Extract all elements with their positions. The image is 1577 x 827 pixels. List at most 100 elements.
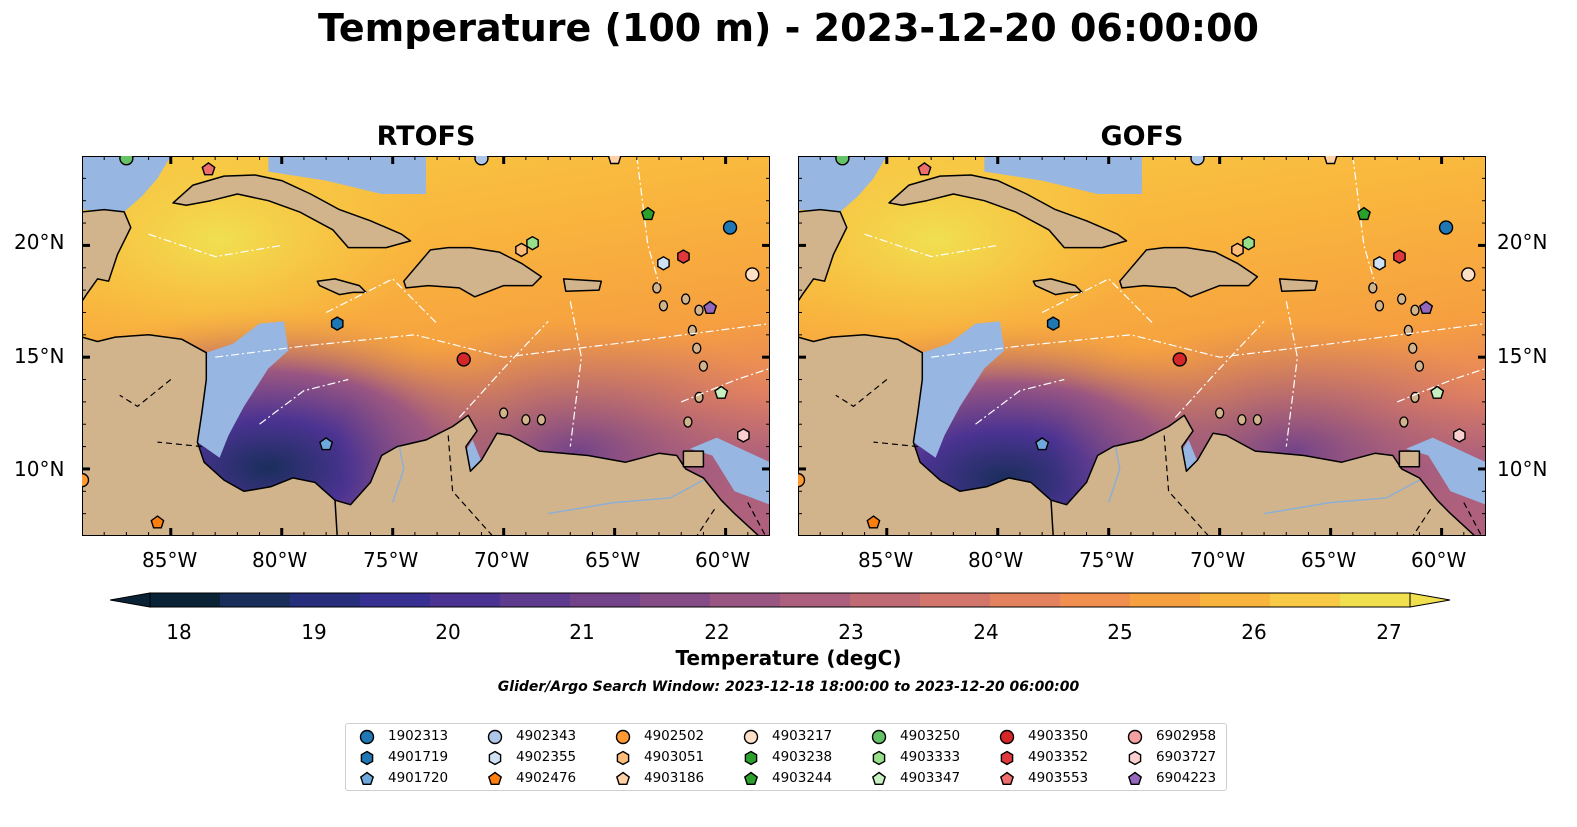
eez-boundary-line [325, 278, 438, 325]
legend-marker-icon [488, 750, 502, 766]
float-4902343-marker [1190, 156, 1205, 166]
float-4902502-marker [798, 472, 806, 488]
float-4901719-marker [360, 750, 374, 766]
jamaica-land [316, 278, 367, 296]
float-4902476-marker [150, 515, 165, 529]
colorbar-segment [710, 593, 781, 607]
colorbar-segment [990, 593, 1061, 607]
island-land [658, 300, 669, 312]
float-4903347-marker [1430, 385, 1445, 399]
float-4903352-marker [677, 249, 690, 264]
island-land [694, 304, 704, 316]
country-border [1412, 508, 1432, 536]
hispaniola-land [1119, 246, 1259, 298]
colorbar-tick-label: 18 [166, 620, 192, 644]
island-land [1368, 282, 1378, 294]
country-border [747, 502, 767, 536]
float-6904223-marker [703, 300, 718, 315]
island-land [692, 342, 702, 354]
float-4903051-marker [616, 750, 630, 766]
lat-tick-label: 20°N [1497, 230, 1548, 254]
colorbar-segment [1060, 593, 1131, 607]
float-4903350-marker [456, 352, 471, 367]
island-land [652, 282, 662, 294]
map-frame [798, 156, 1486, 536]
float-4903553-marker [201, 162, 216, 176]
south-america-land [1050, 414, 1486, 536]
float-6904223-marker [1419, 300, 1434, 315]
eez-boundary-line [1174, 320, 1265, 418]
colorbar-segment [1270, 593, 1341, 607]
legend-marker-icon [615, 771, 631, 786]
temperature-colorbar [110, 592, 1451, 608]
shallow-shelf [984, 156, 1142, 194]
float-4903350-marker [999, 729, 1015, 745]
float-4903186-marker [607, 156, 622, 165]
island-land [1237, 414, 1247, 426]
colorbar-segment [360, 593, 431, 607]
trinidad-land [682, 450, 705, 468]
eez-boundary-line [569, 301, 583, 447]
shallow-shelf [1406, 437, 1486, 505]
colorbar-segment [1200, 593, 1271, 607]
float-6903727-marker [1453, 428, 1466, 443]
rtofs-map [82, 156, 770, 536]
panel-title-rtofs: RTOFS [376, 121, 476, 152]
eez-boundary-line [931, 323, 1486, 358]
eez-boundary-line [1285, 301, 1299, 447]
float-4903333-marker [526, 235, 539, 251]
legend-marker-icon [616, 750, 630, 766]
country-border [873, 441, 918, 448]
puerto-rico-land [1278, 278, 1319, 292]
float-4903250-marker [835, 156, 850, 166]
lat-tick-label: 15°N [14, 344, 65, 368]
float-4902502-marker [615, 729, 631, 745]
float-4903217-marker [1461, 267, 1476, 282]
gofs-map [798, 156, 1486, 536]
float-1902313-marker [722, 220, 738, 235]
legend-marker-icon [359, 729, 375, 745]
lon-tick-label: 60°W [1411, 548, 1467, 572]
float-4903352-marker [1393, 249, 1406, 264]
float-4903553-marker [917, 162, 932, 176]
colorbar-extend-high [1409, 592, 1451, 608]
panel-title-gofs: GOFS [1100, 121, 1184, 152]
legend-marker-icon [360, 750, 374, 766]
float-4901720-marker [1035, 437, 1050, 451]
lat-tick-label: 20°N [14, 230, 65, 254]
float-4903238-marker [744, 750, 758, 766]
float-4902476-marker [866, 515, 881, 529]
south-america-land [334, 414, 770, 536]
colorbar-segment [780, 593, 851, 607]
shallow-shelf [798, 156, 887, 212]
yucatan-land [82, 208, 132, 303]
legend-marker-icon [743, 729, 759, 745]
float-4903244-marker [743, 771, 759, 786]
float-1902313-marker [1438, 220, 1454, 235]
island-land [1408, 342, 1418, 354]
float-4901719-marker [330, 316, 344, 331]
shallow-shelf [913, 321, 1005, 458]
island-land [1252, 414, 1263, 426]
float-4903352-marker [1000, 750, 1014, 766]
island-land [1414, 360, 1425, 372]
float-4903244-marker [640, 206, 655, 221]
colorbar-segment [1130, 593, 1201, 607]
island-land [499, 407, 509, 419]
legend-marker-icon [1127, 729, 1143, 745]
country-border [1463, 502, 1483, 536]
cuba-land [888, 174, 1128, 249]
float-4903347-marker [714, 385, 729, 399]
lat-tick-label: 15°N [1497, 344, 1548, 368]
legend-marker-icon [359, 771, 375, 786]
eez-boundary-line [148, 233, 282, 258]
float-4903250-marker [871, 729, 887, 745]
eez-boundary-line [215, 323, 770, 358]
shallow-shelf [197, 321, 289, 458]
lat-tick-label: 10°N [1497, 457, 1548, 481]
island-land [521, 414, 531, 426]
legend-marker-icon [1128, 750, 1142, 766]
eez-boundary-line [864, 233, 998, 258]
float-4901720-marker [319, 437, 334, 451]
colorbar-tick-label: 19 [301, 620, 327, 644]
